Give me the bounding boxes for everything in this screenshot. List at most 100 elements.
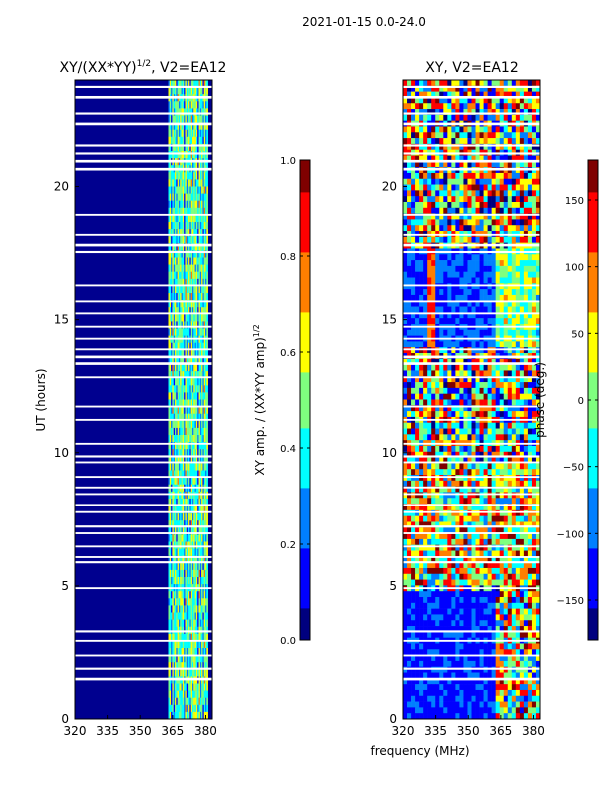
heatmap-cell (172, 186, 175, 194)
heatmap-cell (198, 314, 201, 322)
heatmap-cell (205, 548, 207, 556)
heatmap-cell (198, 257, 201, 265)
heatmap-cell (447, 294, 452, 302)
heatmap-cell (491, 103, 496, 110)
heatmap-cell (203, 470, 206, 478)
heatmap-cell (193, 598, 195, 606)
heatmap-cell (447, 289, 452, 296)
heatmap-cell (194, 633, 197, 642)
heatmap-cell (427, 370, 432, 377)
heatmap-cell (194, 371, 197, 379)
heatmap-cell (523, 109, 529, 116)
heatmap-cell (180, 577, 182, 585)
heatmap-cell (186, 392, 189, 400)
heatmap-cell (180, 193, 182, 201)
heatmap-cell (439, 85, 444, 92)
heatmap-cell (199, 605, 202, 613)
heatmap-cell (475, 271, 480, 278)
heatmap-cell (411, 236, 416, 243)
heatmap-cell (172, 250, 175, 258)
heatmap-cell (188, 207, 190, 216)
heatmap-cell (182, 314, 185, 322)
heatmap-cell (168, 498, 171, 507)
heatmap-cell (491, 294, 496, 302)
heatmap-cell (407, 271, 412, 278)
heatmap-cell (178, 222, 181, 230)
heatmap-cell (511, 91, 517, 98)
heatmap-cell (180, 364, 182, 372)
heatmap-cell (202, 80, 205, 88)
heatmap-cell (198, 477, 201, 485)
heatmap-cell (171, 427, 173, 436)
heatmap-cell (193, 349, 195, 358)
heatmap-cell (471, 184, 476, 191)
heatmap-cell (419, 114, 424, 121)
heatmap-cell (427, 213, 432, 220)
heatmap-cell (205, 356, 207, 365)
data-gap (75, 561, 212, 564)
heatmap-cell (202, 655, 205, 663)
heatmap-cell (203, 704, 206, 713)
heatmap-cell (169, 463, 172, 471)
heatmap-cell (197, 136, 199, 145)
x-tick-label: 320 (64, 724, 87, 738)
heatmap-cell (175, 108, 177, 116)
heatmap-cell (184, 449, 186, 457)
heatmap-cell (523, 422, 529, 429)
heatmap-cell (202, 271, 205, 280)
heatmap-cell (193, 108, 195, 116)
heatmap-cell (184, 399, 186, 407)
heatmap-cell (435, 347, 440, 354)
heatmap-cell (178, 619, 181, 627)
heatmap-cell (519, 201, 525, 209)
heatmap-cell (194, 420, 197, 429)
heatmap-cell (523, 399, 529, 406)
heatmap-cell (519, 370, 525, 377)
heatmap-cell (407, 300, 412, 307)
heatmap-cell (197, 406, 199, 414)
heatmap-cell (507, 196, 513, 203)
data-gap (75, 144, 212, 147)
heatmap-cell (189, 648, 191, 656)
heatmap-cell (201, 243, 203, 251)
heatmap-cell (172, 690, 175, 698)
heatmap-cell (193, 243, 195, 251)
heatmap-cell (177, 520, 180, 528)
heatmap-cell (199, 662, 202, 670)
heatmap-cell (172, 200, 175, 209)
heatmap-cell (201, 300, 203, 308)
heatmap-cell (168, 300, 171, 308)
heatmap-cell (188, 307, 190, 315)
heatmap-cell (535, 161, 541, 168)
heatmap-cell (180, 683, 182, 691)
heatmap-cell (195, 399, 198, 407)
heatmap-cell (435, 207, 440, 214)
heatmap-cell (531, 329, 537, 336)
heatmap-cell (491, 138, 496, 145)
heatmap-cell (203, 605, 206, 613)
heatmap-cell (193, 655, 195, 663)
heatmap-cell (190, 108, 193, 116)
heatmap-cell (483, 312, 488, 319)
heatmap-cell (197, 108, 199, 116)
heatmap-cell (447, 155, 452, 162)
heatmap-cell (427, 97, 432, 104)
heatmap-cell (511, 393, 517, 400)
heatmap-cell (191, 243, 194, 251)
heatmap-cell (191, 108, 194, 116)
heatmap-cell (176, 122, 178, 130)
heatmap-cell (206, 214, 208, 223)
heatmap-cell (407, 207, 412, 214)
heatmap-cell (172, 314, 175, 322)
heatmap-cell (206, 371, 208, 379)
heatmap-cell (419, 341, 424, 348)
heatmap-cell (206, 548, 208, 556)
heatmap-cell (535, 225, 541, 232)
amp-colorbar-label: XY amp. / (XX*YY amp)1/2 (252, 324, 267, 475)
heatmap-cell (178, 115, 181, 123)
heatmap-cell (487, 80, 492, 87)
heatmap-cell (180, 143, 182, 152)
heatmap-cell (182, 548, 185, 556)
heatmap-cell (172, 662, 175, 670)
heatmap-cell (186, 200, 189, 209)
